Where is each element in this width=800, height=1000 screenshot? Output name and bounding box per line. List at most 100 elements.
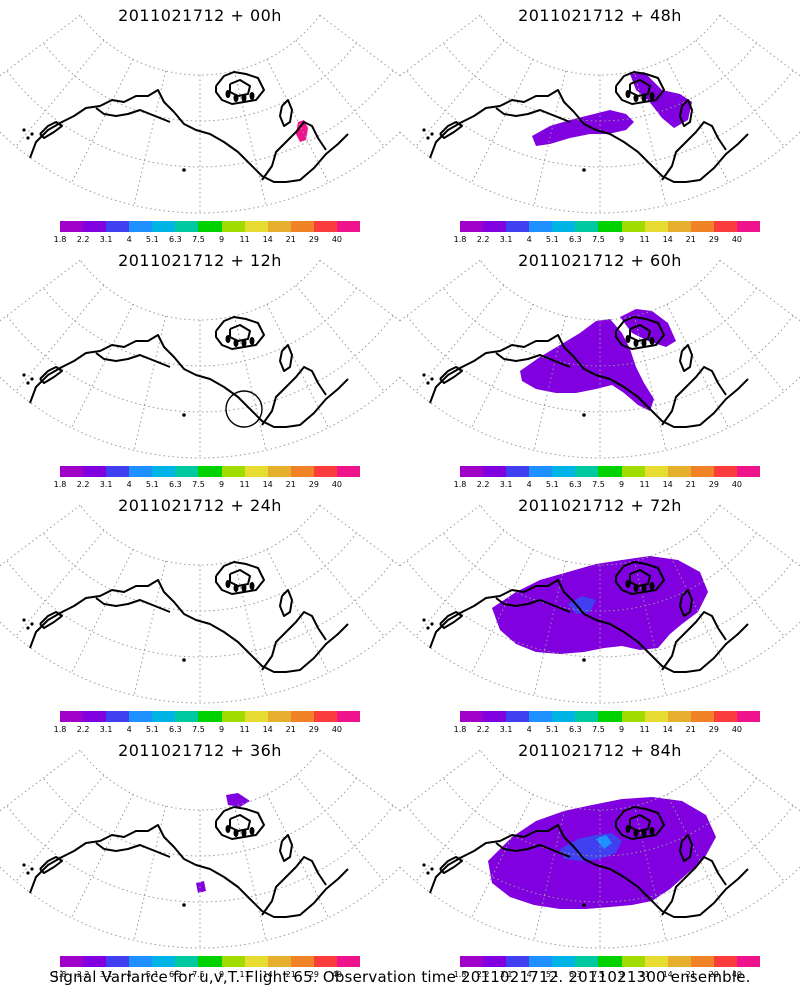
panel-title: 2011021712 + 48h — [518, 6, 682, 25]
coastline — [29, 334, 349, 428]
latitude-line — [43, 532, 357, 612]
colorbar-tick-label: 11 — [239, 970, 250, 979]
island — [225, 825, 231, 833]
longitude-line — [471, 549, 534, 673]
colorbar-tick-label: 3.1 — [499, 480, 513, 489]
colorbar-tick-label: 40 — [731, 480, 743, 489]
forecast-panel: 2011021712 + 48h 1.8 2.2 3.1 4 5.1 6.3 7.5 9 11 14… — [400, 0, 800, 245]
colorbar-swatch — [483, 466, 507, 477]
colorbar-tick-label: 1.8 — [53, 970, 67, 979]
colorbar-tick-label: 11 — [239, 235, 250, 244]
colorbar-tick-label: 29 — [708, 725, 719, 734]
colorbar-swatch — [60, 466, 84, 477]
colorbar-swatch — [106, 221, 130, 232]
colorbar-swatch — [198, 221, 222, 232]
map-area — [400, 14, 800, 214]
island — [22, 863, 26, 867]
colorbar-swatch — [598, 221, 622, 232]
colorbar-tick-label: 21 — [685, 480, 696, 489]
longitude-line — [266, 304, 329, 428]
latitude-line — [0, 376, 400, 459]
colorbar-swatch — [529, 711, 553, 722]
colorbar-swatch — [313, 956, 337, 967]
island — [641, 584, 647, 592]
island — [26, 381, 30, 385]
colorbar-tick-label: 29 — [708, 970, 719, 979]
forecast-panel: 2011021712 + 36h 1.8 2.2 3.1 4 5.1 6.3 7.5 9 11 14… — [0, 735, 400, 980]
map-area — [0, 259, 400, 459]
longitude-line — [666, 794, 729, 918]
colorbar-tick-label: 7.5 — [192, 480, 205, 489]
longitude-line — [0, 749, 81, 812]
signal-contour — [225, 390, 263, 428]
colorbar-tick-label: 1.8 — [453, 725, 467, 734]
colorbar-swatch — [83, 956, 107, 967]
island — [430, 132, 434, 136]
longitude-line — [415, 285, 505, 392]
longitude-line — [633, 70, 667, 206]
coastline — [215, 806, 265, 840]
coastline — [215, 71, 265, 105]
colorbar-swatch — [152, 466, 176, 477]
colorbar-swatch — [106, 466, 130, 477]
colorbar-swatch — [290, 956, 314, 967]
colorbar-swatch — [621, 221, 645, 232]
longitude-line — [400, 749, 481, 812]
longitude-line — [319, 504, 400, 567]
colorbar-swatch — [460, 221, 484, 232]
island — [649, 337, 655, 345]
colorbar-swatch — [198, 956, 222, 967]
coastline — [429, 824, 749, 918]
coastline — [215, 316, 265, 350]
colorbar-tick-label: 6.3 — [569, 235, 582, 244]
colorbar-tick-label: 1.8 — [453, 970, 467, 979]
coastline — [279, 589, 293, 617]
colorbar-swatch — [598, 466, 622, 477]
colorbar-swatch — [106, 956, 130, 967]
colorbar-tick-label: 14 — [662, 480, 673, 489]
colorbar-swatch — [267, 956, 291, 967]
colorbar-swatch — [175, 466, 199, 477]
latitude-line — [43, 287, 357, 367]
island — [625, 580, 631, 588]
colorbar-tick-label: 2.2 — [476, 970, 490, 979]
colorbar-tick-label: 9 — [618, 725, 625, 734]
coastline — [661, 121, 727, 181]
colorbar-tick-label: 29 — [308, 970, 319, 979]
colorbar-swatch — [736, 221, 761, 232]
island — [30, 867, 34, 871]
colorbar-swatch — [483, 221, 507, 232]
map-plot — [400, 504, 800, 704]
colorbar-tick-label: 5.1 — [145, 235, 159, 244]
colorbar-tick-label: 14 — [262, 970, 273, 979]
graticule — [0, 749, 400, 949]
coastline — [661, 611, 727, 671]
island — [426, 871, 430, 875]
coastline — [279, 344, 293, 372]
colorbar-tick-label: 5.1 — [545, 725, 559, 734]
colorbar-tick-label: 6.3 — [169, 480, 182, 489]
coastline — [495, 842, 571, 858]
island — [233, 94, 239, 102]
colorbar-swatch — [690, 466, 714, 477]
island — [582, 168, 586, 172]
colorbar-swatch — [506, 466, 530, 477]
coastline — [615, 71, 665, 105]
colorbar-tick-label: 6.3 — [169, 725, 182, 734]
island — [249, 337, 255, 345]
island — [633, 584, 639, 592]
colorbar-swatch — [713, 466, 737, 477]
colorbar-tick-label: 5.1 — [545, 970, 559, 979]
forecast-panel: 2011021712 + 84h 1.8 2.2 3.1 4 5.1 6.3 7.5 9 11 14… — [400, 735, 800, 980]
longitude-line — [266, 59, 329, 183]
panel-title: 2011021712 + 24h — [118, 496, 282, 515]
island — [582, 903, 586, 907]
longitude-line — [71, 59, 134, 183]
colorbar-swatch — [690, 711, 714, 722]
colorbar-labels: 1.8 2.2 3.1 4 5.1 6.3 7.5 9 11 14 21 29 40 — [54, 480, 360, 490]
colorbar-labels: 1.8 2.2 3.1 4 5.1 6.3 7.5 9 11 14 21 29 40 — [454, 235, 760, 245]
island — [582, 413, 586, 417]
colorbar-tick-label: 11 — [639, 235, 650, 244]
colorbar-tick-label: 11 — [639, 725, 650, 734]
colorbar-swatch — [60, 711, 84, 722]
